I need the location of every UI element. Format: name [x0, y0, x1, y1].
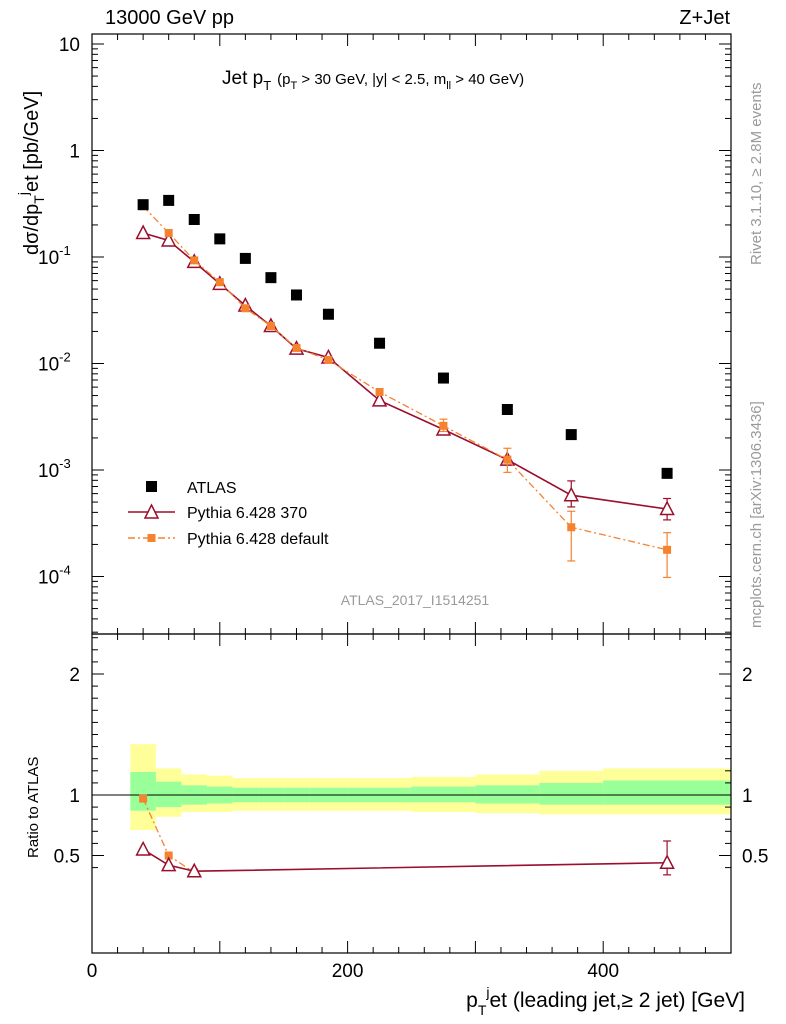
- main-point-pythia-6-428-370: [135, 224, 151, 240]
- x-axis-label: pTjet (leading jet,≥ 2 jet) [GeV]: [466, 984, 745, 1018]
- inner-uncertainty-band: [603, 780, 731, 805]
- x-tick-label: 0: [87, 961, 98, 982]
- inner-uncertainty-band: [155, 781, 182, 808]
- legend-label-atlas: ATLAS: [187, 480, 237, 497]
- energy-label: 13000 GeV pp: [105, 7, 234, 29]
- y-tick-label: 10-4: [38, 563, 71, 589]
- main-point-pythia-6-428-370: [371, 391, 388, 407]
- main-point-atlas: [437, 372, 449, 384]
- ratio-point-pythia-6-428-370: [186, 862, 202, 878]
- main-point-atlas: [661, 467, 673, 479]
- y-tick-label: 1: [69, 142, 80, 163]
- legend-label-pythia-default: Pythia 6.428 default: [187, 531, 329, 548]
- main-point-atlas: [163, 194, 175, 206]
- main-point-pythia-6-428-default: [324, 355, 333, 364]
- x-tick-label: 200: [332, 961, 364, 982]
- x-tick-label: 400: [587, 961, 619, 982]
- legend: ATLAS Pythia 6.428 370 Pythia 6.428 defa…: [128, 480, 329, 548]
- inner-uncertainty-band: [539, 782, 604, 805]
- main-plot-data: [135, 194, 675, 579]
- y-tick-label: 10-3: [38, 456, 71, 482]
- ratio-y-tick-label-right: 2: [742, 665, 753, 686]
- main-point-pythia-6-428-default: [375, 388, 384, 397]
- ratio-point-pythia-6-428-default: [164, 851, 173, 860]
- inner-uncertainty-band: [475, 785, 540, 804]
- main-point-pythia-6-428-default: [503, 455, 512, 464]
- ratio-point-pythia-6-428-370: [659, 854, 675, 870]
- main-point-pythia-6-428-370: [160, 231, 177, 247]
- ratio-y-axis-label: Ratio to ATLAS: [25, 757, 42, 858]
- ratio-plot-data: [135, 794, 675, 878]
- ratio-line-pythia-6-428-370: [142, 848, 668, 873]
- main-point-pythia-6-428-default: [164, 229, 173, 238]
- chart-title: Jet pT (pT > 30 GeV, |y| < 2.5, mll > 40 …: [222, 68, 524, 93]
- legend-marker-pythia-default: [147, 534, 156, 542]
- y-tick-label: 10-1: [38, 243, 71, 269]
- ratio-y-tick-label: 1: [69, 786, 80, 807]
- main-point-atlas: [239, 252, 251, 264]
- axes: 0 200 400 10 1 10-1 10-2 10-3 10-4 0.5 0.5 1 1 2 2: [38, 34, 768, 982]
- main-point-atlas: [188, 213, 200, 225]
- rivet-label: Rivet 3.1.10, ≥ 2.8M events: [748, 83, 765, 266]
- ratio-y-tick-label: 2: [69, 665, 80, 686]
- legend-label-pythia-370: Pythia 6.428 370: [187, 505, 307, 522]
- main-point-pythia-6-428-370: [659, 500, 675, 516]
- main-point-atlas: [322, 308, 334, 320]
- y-tick-label: 10: [59, 35, 80, 56]
- main-point-pythia-6-428-default: [663, 545, 672, 554]
- main-line-pythia-6-428-370: [142, 232, 668, 510]
- main-point-atlas: [374, 337, 386, 349]
- main-point-pythia-6-428-default: [190, 256, 199, 265]
- main-point-pythia-6-428-default: [567, 523, 576, 532]
- main-point-pythia-6-428-default: [292, 343, 301, 352]
- main-point-atlas: [214, 233, 226, 245]
- inner-uncertainty-band: [130, 772, 156, 811]
- analysis-id-label: ATLAS_2017_I1514251: [341, 592, 490, 608]
- y-tick-label: 10-2: [38, 350, 71, 376]
- ratio-y-tick-label-right: 1: [742, 786, 753, 807]
- ratio-point-pythia-6-428-370: [135, 840, 151, 856]
- ratio-uncertainty-bands: [130, 744, 731, 831]
- mcplots-label: mcplots.cern.ch [arXiv:1306.3436]: [748, 401, 765, 628]
- ratio-point-pythia-6-428-default: [139, 794, 148, 803]
- main-point-pythia-6-428-default: [215, 278, 224, 287]
- ratio-y-tick-label: 0.5: [54, 847, 80, 868]
- inner-uncertainty-band: [411, 786, 476, 803]
- main-point-atlas: [265, 272, 277, 284]
- legend-marker-atlas: [146, 481, 157, 492]
- process-label: Z+Jet: [679, 7, 730, 29]
- ratio-plot-frame: [91, 633, 732, 954]
- main-point-atlas: [137, 199, 149, 211]
- ratio-point-pythia-6-428-370: [160, 856, 177, 872]
- y-axis-label: dσ/dpTjet [pb/GeV]: [15, 91, 47, 255]
- main-point-atlas: [565, 429, 577, 441]
- legend-marker-pythia-370: [143, 503, 160, 519]
- ratio-y-tick-label-right: 0.5: [742, 847, 768, 868]
- main-point-atlas: [290, 289, 302, 301]
- main-point-atlas: [501, 403, 513, 415]
- main-point-pythia-6-428-370: [563, 486, 579, 502]
- main-point-pythia-6-428-default: [439, 421, 448, 430]
- main-point-pythia-6-428-default: [241, 304, 250, 313]
- main-point-pythia-6-428-default: [266, 321, 275, 330]
